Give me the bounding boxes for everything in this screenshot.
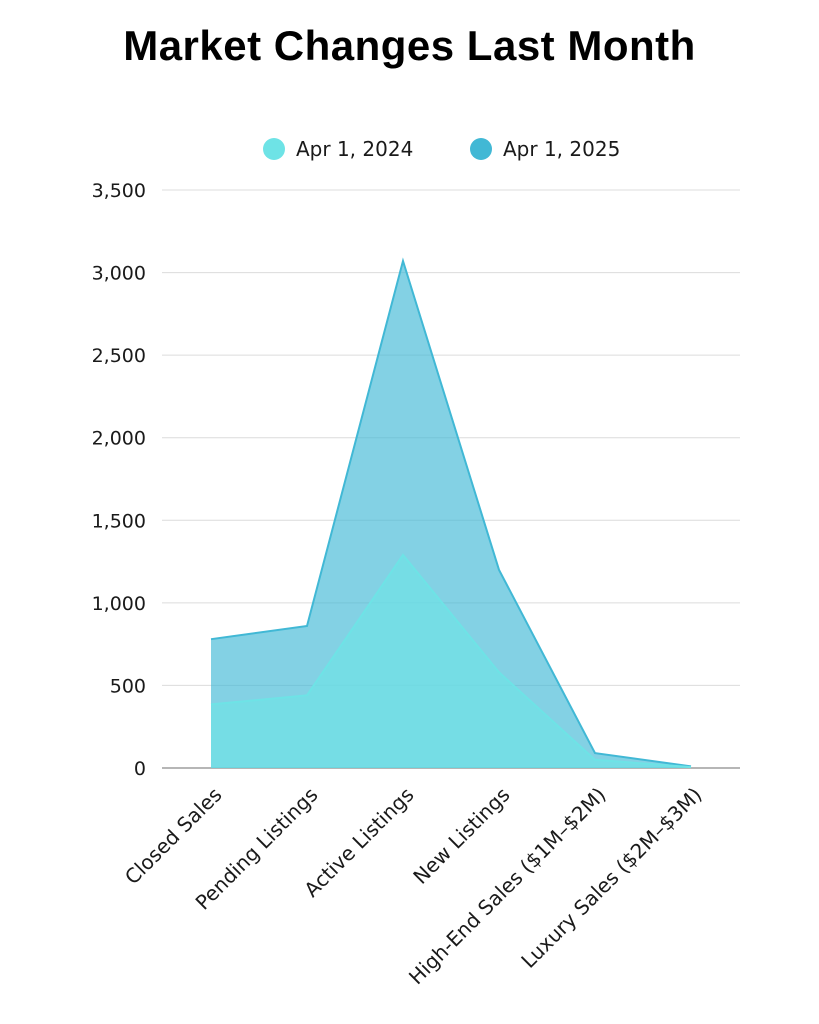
chart-title: Market Changes Last Month	[123, 22, 696, 69]
series-line-2024	[210, 553, 692, 769]
series-area-2025	[211, 261, 691, 768]
x-tick-label: New Listings	[408, 783, 514, 889]
x-tick-label: Closed Sales	[120, 783, 227, 890]
y-tick-label: 2,000	[92, 428, 146, 450]
series-line-2025	[210, 257, 692, 768]
y-tick-label: 0	[134, 758, 146, 780]
y-tick-label: 500	[110, 675, 146, 697]
y-tick-label: 3,500	[92, 180, 146, 202]
legend-swatch	[470, 138, 492, 160]
legend-label: Apr 1, 2025	[503, 137, 620, 161]
series-areas	[210, 257, 692, 769]
y-tick-label: 1,500	[92, 510, 146, 532]
y-tick-label: 1,000	[92, 593, 146, 615]
y-axis: 0 500 1,000 1,500 2,000 2,500 3,000 3,500	[92, 180, 146, 780]
x-tick-label: High-End Sales ($1M–$2M)	[404, 783, 611, 990]
series-area-2024	[211, 554, 691, 768]
y-tick-label: 2,500	[92, 345, 146, 367]
legend-swatch	[263, 138, 285, 160]
legend-label: Apr 1, 2024	[296, 137, 413, 161]
x-tick-label: Luxury Sales ($2M–$3M)	[516, 783, 706, 973]
legend: Apr 1, 2024 Apr 1, 2025	[263, 137, 620, 161]
y-tick-label: 3,000	[92, 263, 146, 285]
